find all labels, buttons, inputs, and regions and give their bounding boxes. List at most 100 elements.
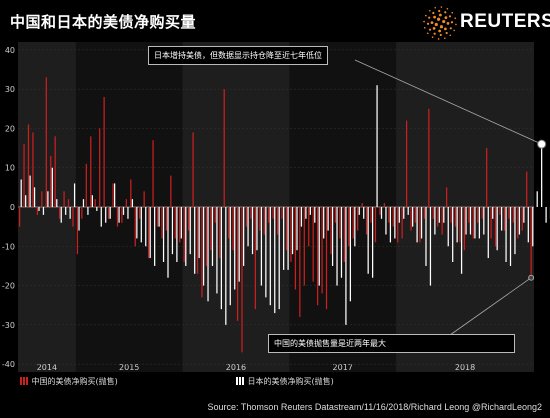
china-bar — [317, 207, 319, 306]
logo-dot — [436, 17, 441, 21]
japan-bar — [469, 207, 472, 235]
china-bar — [459, 207, 461, 243]
y-tick-label: -10 — [2, 242, 15, 251]
china-bar — [521, 207, 523, 231]
logo-dot — [440, 6, 443, 8]
china-bar — [41, 191, 43, 207]
japan-bar — [349, 207, 351, 302]
japan-bar — [189, 207, 191, 255]
china-bar — [294, 207, 297, 290]
japan-bar — [496, 207, 498, 251]
japan-bar — [198, 207, 200, 259]
china-bar — [401, 207, 403, 239]
japan-bar — [47, 191, 49, 207]
japan-bar — [314, 207, 316, 223]
china-bar — [303, 207, 305, 286]
logo-dot — [454, 17, 457, 19]
china-bar — [325, 207, 328, 310]
china-bar — [18, 207, 21, 227]
china-bar — [330, 207, 332, 255]
annotation-leader-japan — [354, 59, 542, 145]
x-tick-label: 2014 — [37, 363, 57, 372]
china-bar — [63, 191, 65, 207]
japan-bar — [65, 207, 67, 215]
japan-bar — [69, 207, 71, 219]
china-bar — [517, 207, 519, 239]
china-bar — [59, 207, 61, 219]
japan-bar — [242, 207, 245, 266]
japan-bar — [109, 207, 111, 219]
y-tick-label: 40 — [5, 46, 15, 55]
chart-plot: 2014 2015 2016 2017 2018 -40 -30 -20 -10 0 10 20 30 4… — [2, 42, 550, 372]
china-bar — [205, 207, 208, 266]
logo-dot — [438, 29, 442, 33]
japan-bar — [136, 207, 138, 239]
japan-bar — [220, 207, 222, 310]
china-bar — [512, 207, 514, 223]
logo-dot — [423, 27, 426, 29]
logo-dot — [426, 32, 429, 35]
japan-bar — [256, 207, 258, 251]
china-bar — [147, 207, 150, 259]
japan-bar — [176, 207, 178, 262]
japan-bar — [171, 207, 174, 255]
logo-dot — [437, 38, 440, 40]
japan-bar — [122, 207, 125, 215]
y-tick-label: -40 — [2, 360, 15, 369]
japan-bar — [371, 207, 374, 278]
japan-bar — [336, 207, 338, 286]
japan-bar — [82, 199, 85, 207]
japan-bar — [541, 144, 543, 207]
china-bar — [494, 207, 497, 247]
logo-dot — [439, 25, 444, 29]
china-bar — [179, 207, 181, 243]
japan-bar — [456, 207, 458, 243]
japan-bar — [211, 207, 214, 266]
japan-bar — [180, 207, 182, 239]
china-bar — [152, 140, 154, 207]
japan-bar — [42, 207, 45, 215]
japan-bar — [420, 207, 423, 239]
china-bar — [423, 207, 426, 219]
japan-bar — [25, 195, 27, 207]
japan-bar — [194, 207, 196, 274]
japan-bar — [51, 167, 53, 207]
china-bar — [308, 207, 310, 247]
japan-bar — [305, 207, 307, 219]
japan-bar — [363, 207, 365, 219]
japan-bar — [100, 207, 102, 227]
china-bar — [374, 207, 377, 243]
china-bar — [210, 207, 212, 251]
china-bar — [228, 207, 230, 239]
japan-bar — [505, 207, 507, 262]
japan-bar — [403, 207, 405, 219]
logo-dot — [446, 21, 450, 25]
china-bar — [357, 207, 359, 231]
china-bar — [463, 207, 466, 251]
china-bar — [143, 191, 145, 207]
japan-bar — [492, 207, 494, 219]
japan-bar — [340, 207, 343, 278]
china-bar — [468, 207, 470, 223]
japan-bar — [105, 207, 107, 223]
china-bar — [481, 207, 483, 219]
logo-dot — [438, 13, 442, 17]
china-bar — [419, 207, 421, 243]
japan-bar — [87, 207, 89, 215]
china-bar — [343, 207, 345, 262]
japan-bar — [309, 207, 311, 215]
china-bar — [107, 207, 110, 219]
logo-dot — [434, 6, 436, 9]
china-bar — [254, 207, 256, 310]
china-bar — [50, 155, 52, 207]
y-tick-label: -30 — [2, 321, 15, 330]
brand-name: REUTERS — [460, 11, 550, 32]
china-bar — [454, 207, 457, 227]
china-bar — [161, 207, 163, 239]
logo-dot — [439, 33, 442, 37]
logo-dot — [444, 37, 446, 40]
x-tick-label: 2015 — [119, 363, 139, 372]
japan-bar — [478, 207, 480, 239]
china-bar — [486, 148, 488, 207]
